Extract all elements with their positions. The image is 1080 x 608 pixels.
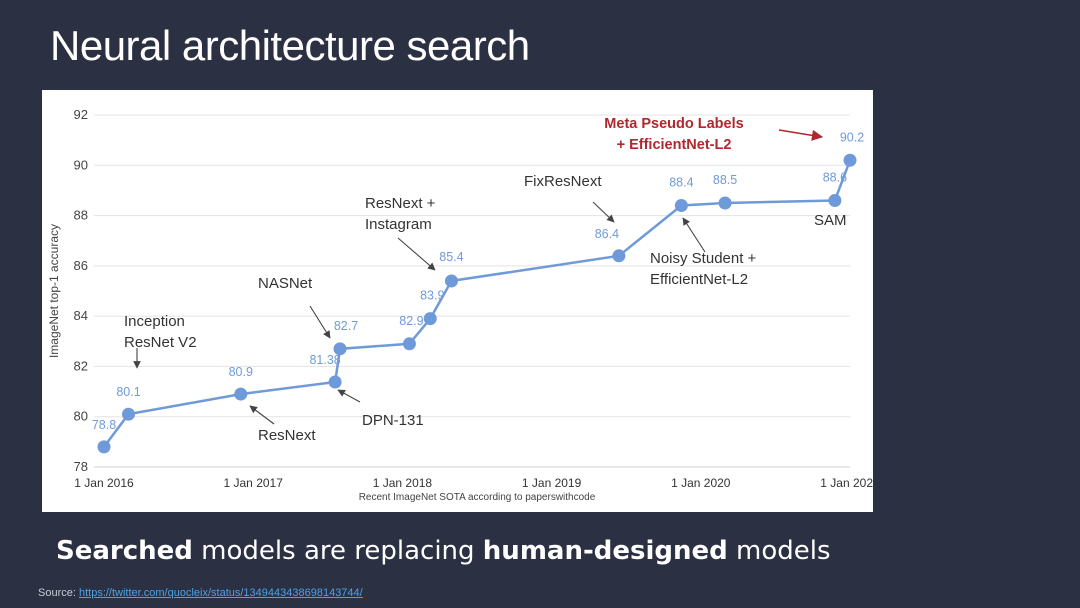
annotation-arrow xyxy=(778,129,824,141)
source-line: Source: https://twitter.com/quocleix/sta… xyxy=(38,587,363,599)
annotation-text: NASNet xyxy=(258,275,313,292)
data-label: 81.38 xyxy=(309,353,340,367)
data-label: 86.4 xyxy=(595,227,619,241)
data-point xyxy=(674,199,688,213)
annotation: DPN-131 xyxy=(337,389,424,429)
data-label: 88.4 xyxy=(669,176,693,190)
data-point xyxy=(843,153,857,167)
data-point xyxy=(333,342,347,356)
y-tick-label: 80 xyxy=(74,409,88,424)
y-tick-label: 92 xyxy=(74,107,88,122)
data-label: 82.9 xyxy=(399,314,423,328)
annotation: FixResNext xyxy=(524,173,615,223)
annotation: SAM xyxy=(814,212,847,229)
annotation-text: SAM xyxy=(814,212,847,229)
x-tick-label: 1 Jan 2019 xyxy=(522,476,582,490)
data-point xyxy=(828,193,842,207)
data-label: 85.4 xyxy=(439,250,463,264)
chart-panel: 78 80 82 84 86 88 90 92 1 Jan 2016 1 Jan 2017 1 Ja… xyxy=(42,90,880,512)
annotation: Noisy Student + EfficientNet-L2 xyxy=(650,217,757,288)
data-label: 88.6 xyxy=(823,170,847,184)
x-tick-label: 1 Jan 2018 xyxy=(373,476,433,490)
annotation-text: Meta Pseudo Labels xyxy=(604,116,743,132)
data-point xyxy=(718,196,732,210)
data-label: 80.1 xyxy=(116,385,140,399)
data-point xyxy=(97,440,111,454)
subtitle-bold-searched: Searched xyxy=(56,536,193,566)
data-point xyxy=(121,407,135,421)
annotation-text: ResNext + xyxy=(365,195,436,212)
data-point xyxy=(423,312,437,326)
data-label: 83.9 xyxy=(420,289,444,303)
data-point xyxy=(234,387,248,401)
data-label: 90.2 xyxy=(840,130,864,144)
y-tick-label: 84 xyxy=(74,308,88,323)
accuracy-line-chart: 78 80 82 84 86 88 90 92 1 Jan 2016 1 Jan 2017 1 Ja… xyxy=(47,107,880,503)
data-point xyxy=(328,375,342,389)
data-label: 82.7 xyxy=(334,319,358,333)
subtitle-bold-human-designed: human-designed xyxy=(482,536,728,566)
y-axis-title: ImageNet top-1 accuracy xyxy=(47,224,61,358)
annotation: ResNext xyxy=(249,405,316,444)
annotation-text: EfficientNet-L2 xyxy=(650,271,748,288)
slide-subtitle: Searched models are replacing human-desi… xyxy=(56,536,831,566)
data-label: 78.8 xyxy=(92,418,116,432)
annotation-arrow xyxy=(682,217,706,253)
x-tick-label: 1 Jan 2020 xyxy=(671,476,731,490)
x-tick-label: 1 Jan 2021 xyxy=(820,476,873,490)
annotation-arrow xyxy=(397,237,436,271)
annotation-text: ResNext xyxy=(258,427,316,444)
y-tick-label: 90 xyxy=(74,157,88,172)
annotation: Inception ResNet V2 xyxy=(124,313,197,369)
data-point xyxy=(444,274,458,288)
y-tick-label: 88 xyxy=(74,208,88,223)
y-tick-label: 86 xyxy=(74,258,88,273)
annotation: Meta Pseudo Labels + EfficientNet-L2 xyxy=(604,116,824,153)
x-axis-title: Recent ImageNet SOTA according to papers… xyxy=(359,492,596,503)
slide-title: Neural architecture search xyxy=(50,22,530,69)
annotation-arrow xyxy=(249,405,275,425)
subtitle-text-2: models xyxy=(727,536,831,566)
data-point xyxy=(402,337,416,351)
annotation-text: Instagram xyxy=(365,216,432,233)
y-tick-label: 82 xyxy=(74,358,88,373)
annotation: ResNext + Instagram xyxy=(365,195,436,271)
x-tick-label: 1 Jan 2017 xyxy=(224,476,284,490)
data-label: 88.5 xyxy=(713,173,737,187)
data-label: 80.9 xyxy=(229,365,253,379)
source-link[interactable]: https://twitter.com/quocleix/status/1349… xyxy=(78,587,363,599)
annotation-arrow xyxy=(309,305,331,339)
annotation-text: + EfficientNet-L2 xyxy=(617,137,732,153)
annotation-text: Noisy Student + xyxy=(650,250,757,267)
x-tick-label: 1 Jan 2016 xyxy=(74,476,134,490)
annotation-text: ResNet V2 xyxy=(124,334,197,351)
source-label: Source: xyxy=(38,587,79,599)
annotation-text: FixResNext xyxy=(524,173,602,190)
annotation-arrow xyxy=(592,201,615,223)
annotation: NASNet xyxy=(258,275,331,339)
data-point xyxy=(612,249,626,263)
series-line xyxy=(102,159,852,448)
y-tick-label: 78 xyxy=(74,459,88,474)
annotation-text: DPN-131 xyxy=(362,412,424,429)
annotation-arrow xyxy=(337,389,361,403)
subtitle-text-1: models are replacing xyxy=(192,536,483,566)
annotation-text: Inception xyxy=(124,313,185,330)
